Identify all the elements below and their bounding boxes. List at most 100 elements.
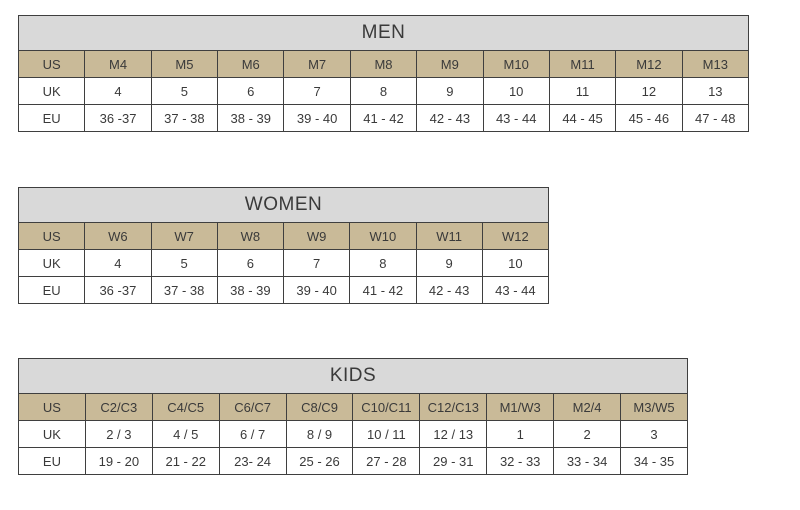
men-row-uk: UK 4 5 6 7 8 9 10 11 12 13 bbox=[17, 77, 750, 105]
size-cell: 3 bbox=[620, 420, 688, 448]
size-cell: 38 - 39 bbox=[216, 276, 285, 304]
women-size-table: WOMEN US W6 W7 W8 W9 W10 W11 W12 UK 4 5 6 7 8 9 10 EU 36 -… bbox=[17, 187, 550, 304]
size-cell: W11 bbox=[415, 222, 483, 250]
size-cell: M3/W5 bbox=[620, 393, 688, 421]
size-cell: 4 bbox=[84, 77, 152, 105]
size-cell: M13 bbox=[681, 50, 750, 78]
size-cell: 13 bbox=[681, 77, 750, 105]
size-cell: 41 - 42 bbox=[349, 276, 417, 304]
size-cell: W7 bbox=[150, 222, 218, 250]
kids-row-us: US C2/C3 C4/C5 C6/C7 C8/C9 C10/C11 C12/C13 M1/W… bbox=[18, 393, 688, 421]
size-cell: M10 bbox=[482, 50, 550, 78]
size-cell: 1 bbox=[486, 420, 555, 448]
size-cell: 47 - 48 bbox=[681, 104, 750, 132]
size-cell: 6 bbox=[216, 249, 285, 277]
size-cell: C6/C7 bbox=[218, 393, 287, 421]
size-cell: 10 / 11 bbox=[352, 420, 421, 448]
size-cell: 39 - 40 bbox=[283, 104, 351, 132]
size-cell: 7 bbox=[282, 249, 351, 277]
kids-row-eu: EU 19 - 20 21 - 22 23- 24 25 - 26 27 - 28 29 -… bbox=[18, 447, 688, 475]
row-label: US bbox=[17, 50, 86, 78]
size-cell: C12/C13 bbox=[419, 393, 488, 421]
size-cell: 43 - 44 bbox=[482, 104, 550, 132]
size-cell: M7 bbox=[283, 50, 351, 78]
size-cell: 34 - 35 bbox=[620, 447, 688, 475]
size-cell: 6 / 7 bbox=[218, 420, 287, 448]
size-cell: 36 -37 bbox=[84, 104, 152, 132]
size-cell: 32 - 33 bbox=[486, 447, 555, 475]
size-cell: W9 bbox=[282, 222, 351, 250]
size-cell: 37 - 38 bbox=[150, 276, 218, 304]
size-cell: 19 - 20 bbox=[84, 447, 153, 475]
size-cell: 12 / 13 bbox=[419, 420, 488, 448]
women-row-uk: UK 4 5 6 7 8 9 10 bbox=[17, 249, 550, 277]
size-cell: 9 bbox=[416, 77, 484, 105]
size-cell: 29 - 31 bbox=[419, 447, 488, 475]
size-cell: 4 bbox=[84, 249, 152, 277]
size-cell: 8 / 9 bbox=[285, 420, 354, 448]
size-cell: 37 - 38 bbox=[150, 104, 219, 132]
size-cell: 42 - 43 bbox=[416, 104, 484, 132]
row-label: EU bbox=[17, 276, 86, 304]
size-cell: 10 bbox=[482, 77, 550, 105]
size-cell: 8 bbox=[349, 249, 417, 277]
men-size-table: MEN US M4 M5 M6 M7 M8 M9 M10 M11 M12 M13 UK 4 5 6 7 8 9 10 1… bbox=[17, 15, 750, 132]
row-label: US bbox=[18, 393, 86, 421]
size-cell: 8 bbox=[349, 77, 418, 105]
size-cell: 43 - 44 bbox=[481, 276, 550, 304]
size-cell: 23- 24 bbox=[218, 447, 287, 475]
size-cell: 11 bbox=[548, 77, 617, 105]
size-cell: M11 bbox=[548, 50, 617, 78]
row-label: UK bbox=[17, 77, 86, 105]
size-cell: 7 bbox=[283, 77, 351, 105]
size-cell: 4 / 5 bbox=[151, 420, 220, 448]
size-cell: M12 bbox=[615, 50, 683, 78]
size-cell: M5 bbox=[150, 50, 219, 78]
row-label: UK bbox=[17, 249, 86, 277]
size-cell: 39 - 40 bbox=[282, 276, 351, 304]
size-cell: 44 - 45 bbox=[548, 104, 617, 132]
women-title-row: WOMEN bbox=[18, 187, 549, 223]
size-cell: 10 bbox=[481, 249, 550, 277]
men-title-row: MEN bbox=[18, 15, 749, 51]
size-cell: 27 - 28 bbox=[352, 447, 421, 475]
size-cell: W6 bbox=[84, 222, 152, 250]
size-cell: 9 bbox=[415, 249, 483, 277]
kids-title-row: KIDS bbox=[18, 358, 688, 394]
size-cell: 42 - 43 bbox=[415, 276, 483, 304]
size-cell: 5 bbox=[150, 77, 219, 105]
size-cell: 5 bbox=[150, 249, 218, 277]
row-label: EU bbox=[17, 104, 86, 132]
size-cell: W10 bbox=[349, 222, 417, 250]
size-cell: C4/C5 bbox=[151, 393, 220, 421]
size-cell: 33 - 34 bbox=[553, 447, 622, 475]
size-cell: 25 - 26 bbox=[285, 447, 354, 475]
size-cell: 45 - 46 bbox=[615, 104, 683, 132]
size-cell: M4 bbox=[84, 50, 152, 78]
size-cell: M1/W3 bbox=[486, 393, 555, 421]
size-cell: M2/4 bbox=[553, 393, 622, 421]
size-cell: 38 - 39 bbox=[217, 104, 285, 132]
kids-table-title: KIDS bbox=[18, 358, 688, 394]
men-row-eu: EU 36 -37 37 - 38 38 - 39 39 - 40 41 - 42 42 -… bbox=[17, 104, 750, 132]
size-cell: W12 bbox=[481, 222, 550, 250]
size-cell: 36 -37 bbox=[84, 276, 152, 304]
row-label: EU bbox=[18, 447, 86, 475]
size-cell: 12 bbox=[615, 77, 683, 105]
size-cell: C8/C9 bbox=[285, 393, 354, 421]
kids-size-table: KIDS US C2/C3 C4/C5 C6/C7 C8/C9 C10/C11 C12/C13… bbox=[18, 358, 688, 475]
size-cell: 2 / 3 bbox=[84, 420, 153, 448]
size-cell: 41 - 42 bbox=[349, 104, 418, 132]
size-cell: M6 bbox=[217, 50, 285, 78]
size-cell: C2/C3 bbox=[84, 393, 153, 421]
size-cell: M9 bbox=[416, 50, 484, 78]
size-cell: W8 bbox=[216, 222, 285, 250]
size-cell: 6 bbox=[217, 77, 285, 105]
size-cell: 2 bbox=[553, 420, 622, 448]
tables-container: MEN US M4 M5 M6 M7 M8 M9 M10 M11 M12 M13 UK 4 5 6 7 8 9 10 1… bbox=[17, 15, 800, 475]
size-cell: M8 bbox=[349, 50, 418, 78]
size-cell: 21 - 22 bbox=[151, 447, 220, 475]
row-label: US bbox=[17, 222, 86, 250]
